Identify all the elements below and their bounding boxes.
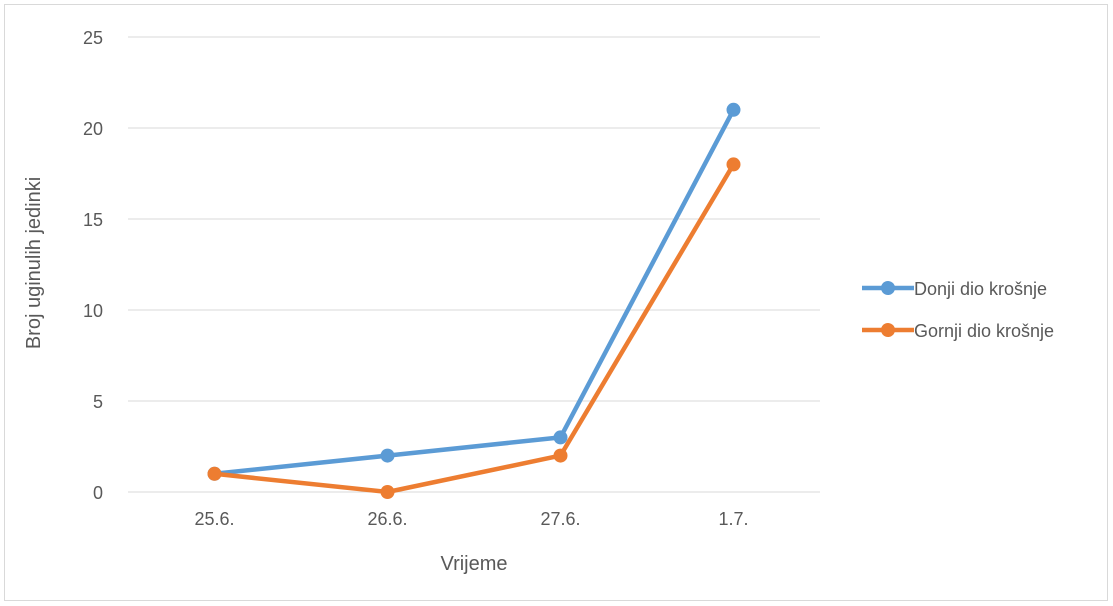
chart-frame — [4, 4, 1108, 601]
legend: Donji dio krošnje Gornji dio krošnje — [862, 279, 1054, 341]
series-line — [212, 107, 736, 477]
legend-marker — [881, 281, 895, 295]
y-tick-label: 5 — [93, 392, 103, 412]
x-tick-label: 27.6. — [540, 509, 580, 529]
gridlines — [128, 36, 820, 493]
y-tick-label: 10 — [83, 301, 103, 321]
data-point — [726, 157, 741, 172]
y-tick-label: 0 — [93, 483, 103, 503]
x-tick-label: 25.6. — [194, 509, 234, 529]
y-tick-label: 25 — [83, 28, 103, 48]
data-point — [553, 430, 568, 445]
y-tick-label: 15 — [83, 210, 103, 230]
x-tick-label: 1.7. — [718, 509, 748, 529]
data-point — [207, 466, 222, 481]
legend-label: Gornji dio krošnje — [914, 321, 1054, 341]
y-axis-title: Broj uginulih jedinki — [23, 177, 45, 349]
x-axis-title: Vrijeme — [440, 553, 507, 575]
legend-marker — [881, 323, 895, 337]
data-point — [380, 448, 395, 463]
data-point — [726, 102, 741, 117]
data-point — [553, 448, 568, 463]
x-axis-ticks: 25.6. 26.6. 27.6. 1.7. — [194, 509, 748, 529]
series-line — [212, 162, 736, 495]
y-axis-ticks: 0 5 10 15 20 25 — [83, 28, 103, 503]
data-point — [380, 485, 395, 499]
x-tick-label: 26.6. — [367, 509, 407, 529]
legend-label: Donji dio krošnje — [914, 279, 1047, 299]
y-tick-label: 20 — [83, 119, 103, 139]
plot-area — [207, 102, 741, 499]
